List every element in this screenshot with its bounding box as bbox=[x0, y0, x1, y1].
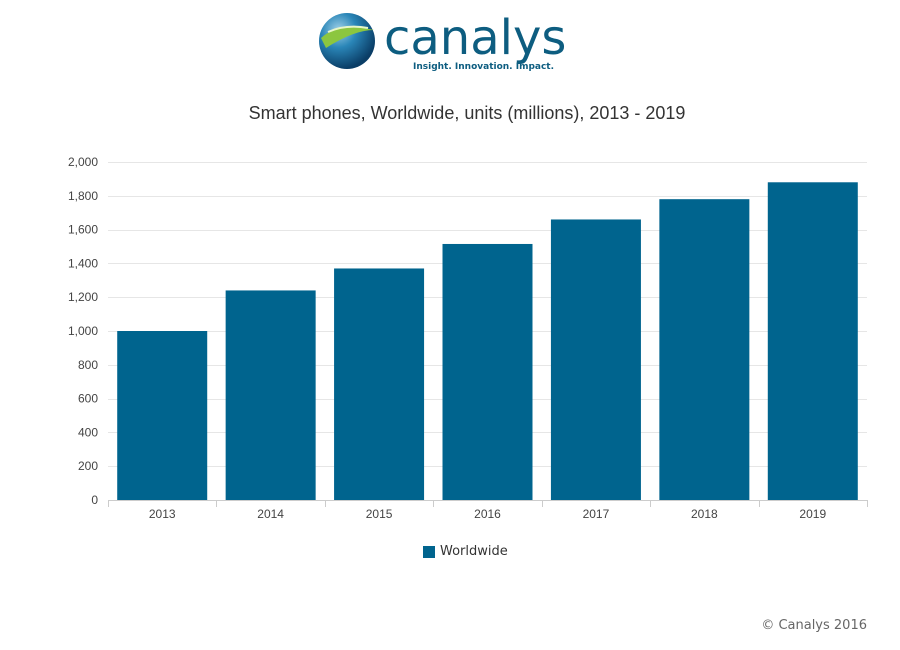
globe-icon bbox=[319, 13, 375, 69]
copyright-credit: © Canalys 2016 bbox=[761, 618, 867, 633]
x-tick-label: 2015 bbox=[366, 507, 393, 521]
chart-title: Smart phones, Worldwide, units (millions… bbox=[248, 103, 686, 123]
logo-tagline: Insight. Innovation. Impact. bbox=[413, 62, 554, 72]
y-tick-label: 1,000 bbox=[68, 324, 98, 338]
bar-2019[interactable] bbox=[767, 182, 858, 500]
y-tick-label: 2,000 bbox=[68, 155, 98, 169]
y-tick-label: 200 bbox=[78, 459, 98, 473]
y-tick-label: 400 bbox=[78, 425, 98, 439]
y-tick-label: 1,400 bbox=[68, 256, 98, 270]
y-tick-label: 1,200 bbox=[68, 290, 98, 304]
logo-wordmark: canalys bbox=[384, 10, 566, 66]
y-tick-label: 1,800 bbox=[68, 189, 98, 203]
x-tick-label: 2018 bbox=[691, 507, 718, 521]
y-axis-labels: 0 200 400 600 800 1,000 1,200 1,400 1,600 1,800 2,… bbox=[68, 155, 98, 507]
x-tick-label: 2014 bbox=[257, 507, 284, 521]
y-tick-label: 800 bbox=[78, 358, 98, 372]
bar-2015[interactable] bbox=[334, 268, 425, 500]
legend-item-worldwide[interactable]: Worldwide bbox=[423, 544, 508, 559]
x-tick-label: 2019 bbox=[799, 507, 826, 521]
bar-2013[interactable] bbox=[117, 331, 208, 500]
x-axis bbox=[108, 500, 868, 507]
bars bbox=[117, 182, 858, 500]
bar-2014[interactable] bbox=[225, 290, 316, 500]
x-tick-label: 2016 bbox=[474, 507, 501, 521]
y-tick-label: 0 bbox=[91, 493, 98, 507]
x-tick-label: 2017 bbox=[583, 507, 610, 521]
y-tick-label: 1,600 bbox=[68, 223, 98, 237]
bar-2016[interactable] bbox=[442, 243, 533, 500]
bar-2017[interactable] bbox=[550, 219, 641, 500]
y-tick-label: 600 bbox=[78, 392, 98, 406]
x-tick-label: 2013 bbox=[149, 507, 176, 521]
bar-2018[interactable] bbox=[659, 199, 750, 500]
canalys-logo: canalys Insight. Innovation. Impact. bbox=[319, 10, 566, 72]
legend-swatch bbox=[423, 545, 435, 558]
legend-label: Worldwide bbox=[440, 544, 508, 559]
x-axis-labels: 2013 2014 2015 2016 2017 2018 2019 bbox=[149, 507, 827, 521]
